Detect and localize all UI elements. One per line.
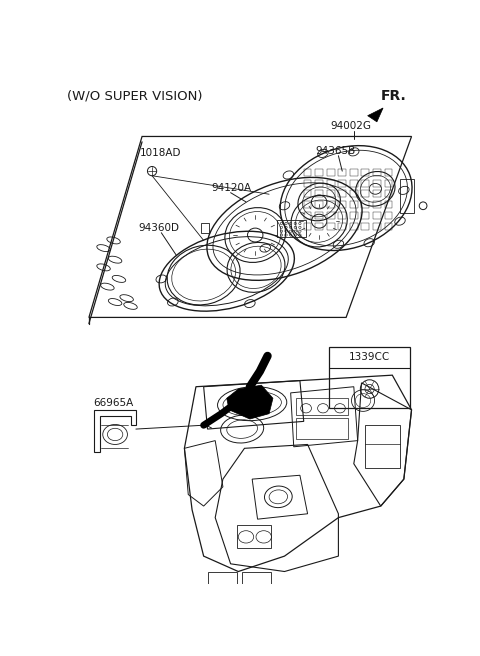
Text: (W/O SUPER VISION): (W/O SUPER VISION) (67, 89, 203, 102)
Bar (361, 190, 369, 197)
Bar (304, 201, 312, 208)
Bar (350, 201, 358, 208)
Bar (350, 180, 358, 186)
Text: 94002G: 94002G (331, 121, 372, 131)
Bar (350, 212, 358, 219)
Bar (373, 169, 381, 176)
Bar (237, 525, 271, 548)
Bar (338, 169, 346, 176)
Bar (384, 190, 392, 197)
Bar (304, 222, 312, 230)
Bar (338, 222, 346, 230)
Bar (361, 222, 369, 230)
Bar (400, 179, 414, 213)
Bar (338, 212, 346, 219)
Bar (315, 222, 323, 230)
Bar (384, 169, 392, 176)
Bar (304, 180, 312, 186)
Text: FR.: FR. (381, 89, 407, 104)
Bar (373, 212, 381, 219)
Polygon shape (227, 385, 273, 419)
Text: 1339CC: 1339CC (349, 352, 390, 363)
Bar (327, 222, 335, 230)
Bar (304, 169, 312, 176)
Bar (327, 201, 335, 208)
Bar (350, 222, 358, 230)
Bar (373, 180, 381, 186)
Text: 94365B: 94365B (315, 146, 356, 155)
Polygon shape (368, 108, 383, 122)
Bar (373, 201, 381, 208)
Bar (338, 201, 346, 208)
Bar (327, 212, 335, 219)
Bar (329, 346, 410, 408)
Bar (315, 212, 323, 219)
Text: 94120A: 94120A (211, 182, 252, 193)
Bar (384, 212, 392, 219)
Bar (373, 222, 381, 230)
Text: 94360D: 94360D (138, 223, 179, 233)
Bar (365, 425, 400, 468)
Bar (304, 212, 312, 219)
Bar (327, 180, 335, 186)
Bar (327, 169, 335, 176)
Text: 66965A: 66965A (94, 398, 134, 408)
Bar (384, 201, 392, 208)
Bar (207, 571, 237, 588)
Bar (350, 169, 358, 176)
Bar (361, 212, 369, 219)
Bar (277, 220, 306, 237)
Text: 1018AD: 1018AD (140, 148, 181, 158)
Bar (361, 169, 369, 176)
Bar (296, 398, 348, 415)
Bar (201, 222, 209, 234)
Bar (327, 190, 335, 197)
Bar (242, 571, 271, 588)
Bar (361, 201, 369, 208)
Bar (315, 190, 323, 197)
Bar (315, 201, 323, 208)
Bar (304, 190, 312, 197)
Bar (361, 180, 369, 186)
Bar (373, 190, 381, 197)
Bar (350, 190, 358, 197)
Bar (384, 180, 392, 186)
Bar (338, 190, 346, 197)
Bar (338, 180, 346, 186)
Bar (315, 180, 323, 186)
Bar (296, 417, 348, 439)
Bar (384, 222, 392, 230)
Bar (315, 169, 323, 176)
